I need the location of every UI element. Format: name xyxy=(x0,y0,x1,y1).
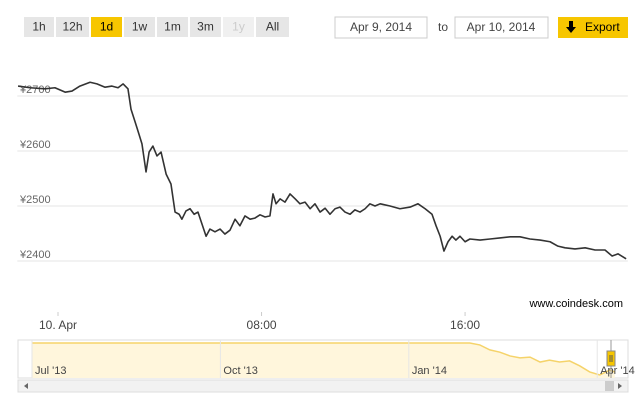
date-separator: to xyxy=(438,20,448,34)
date-to-box[interactable] xyxy=(454,16,549,39)
price-line xyxy=(17,81,627,260)
scrollbar[interactable] xyxy=(17,379,629,393)
navigator-tick-label: Jan '14 xyxy=(412,365,447,377)
range-button[interactable] xyxy=(124,17,155,37)
navigator-area xyxy=(32,343,615,378)
scroll-left[interactable] xyxy=(24,383,28,389)
range-button[interactable] xyxy=(91,17,122,37)
x-tick-label: 10. Apr xyxy=(39,318,77,332)
navigator-handle[interactable] xyxy=(606,350,616,367)
date-from[interactable]: Apr 9, 2014 xyxy=(350,20,412,34)
scroll-thumb[interactable] xyxy=(605,381,614,391)
navigator-tick-label: Jul '13 xyxy=(35,365,66,377)
range-button-label[interactable]: 1h xyxy=(32,20,45,34)
navigator-tick-label: Apr '14 xyxy=(600,365,635,377)
range-button[interactable] xyxy=(256,17,289,37)
y-tick-label: ¥2700 xyxy=(19,84,51,96)
range-button-label[interactable]: 12h xyxy=(62,20,82,34)
export-label[interactable]: Export xyxy=(585,20,620,34)
navigator-tick-label: Oct '13 xyxy=(223,365,258,377)
range-button-label: 1y xyxy=(232,20,245,34)
x-tick-label: 16:00 xyxy=(450,318,480,332)
y-tick-label: ¥2600 xyxy=(19,139,51,151)
range-button xyxy=(223,17,254,37)
x-tick-label: 08:00 xyxy=(247,318,277,332)
export-button[interactable] xyxy=(558,17,628,38)
range-button-label[interactable]: 1w xyxy=(132,20,148,34)
range-button[interactable] xyxy=(190,17,221,37)
range-button[interactable] xyxy=(24,17,54,37)
range-button[interactable] xyxy=(56,17,89,37)
y-tick-label: ¥2400 xyxy=(19,249,51,261)
export-icon xyxy=(566,21,576,33)
navigator: Jul '13 Oct '13 Jan '14 Apr '14 xyxy=(31,340,635,378)
range-button-label[interactable]: 3m xyxy=(197,20,214,34)
range-button-label[interactable]: 1d xyxy=(100,20,113,34)
y-tick-label: ¥2500 xyxy=(19,194,51,206)
range-button-label[interactable]: All xyxy=(266,20,279,34)
date-from-box[interactable] xyxy=(334,16,428,39)
range-button-label[interactable]: 1m xyxy=(164,20,181,34)
navigator-line xyxy=(32,342,616,376)
range-button[interactable] xyxy=(157,17,188,37)
credit: www.coindesk.com xyxy=(528,298,623,310)
date-to[interactable]: Apr 10, 2014 xyxy=(467,20,536,34)
scroll-right[interactable] xyxy=(618,383,622,389)
